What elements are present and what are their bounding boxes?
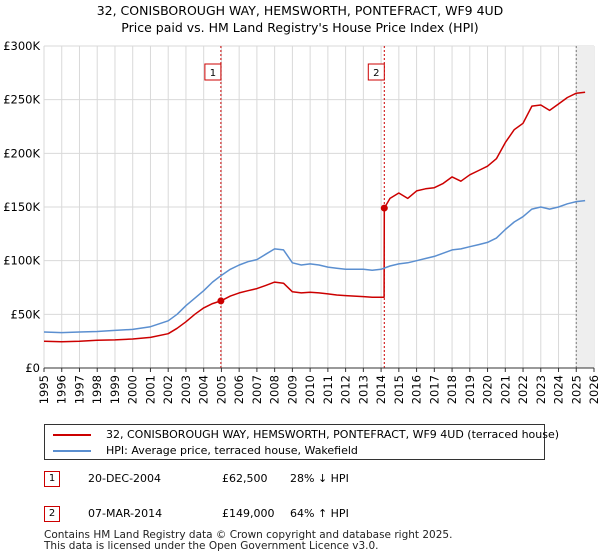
transaction-hpi-diff: 64% ↑ HPI: [290, 507, 349, 520]
x-tick-label: 2014: [374, 375, 388, 404]
x-tick-label: 2011: [321, 375, 335, 404]
x-tick-label: 2003: [179, 375, 193, 404]
sale-label-box: [367, 63, 385, 81]
x-tick-label: 2007: [250, 375, 264, 404]
y-tick-label: £100K: [3, 254, 40, 268]
chart-title: 32, CONISBOROUGH WAY, HEMSWORTH, PONTEFR…: [0, 2, 600, 36]
y-tick-label: £200K: [3, 146, 40, 160]
x-tick-label: 2022: [516, 375, 530, 404]
title-address: 32, CONISBOROUGH WAY, HEMSWORTH, PONTEFR…: [96, 3, 504, 18]
x-tick-label: 2020: [481, 375, 495, 404]
forecast-shade: [576, 46, 594, 368]
sale-label-box: [204, 63, 222, 81]
transaction-row: 2 07-MAR-2014 £149,000 64% ↑ HPI: [44, 506, 544, 526]
legend-label-hpi: HPI: Average price, terraced house, Wake…: [106, 444, 358, 457]
sale-point: [217, 297, 225, 305]
x-tick-label: 2000: [126, 375, 140, 404]
transaction-number-badge: 1: [44, 471, 60, 487]
x-tick-label: 2019: [463, 375, 477, 404]
y-tick-label: £300K: [3, 39, 40, 53]
x-tick-label: 2015: [392, 375, 406, 404]
x-tick-label: 2004: [197, 375, 211, 404]
x-tick-label: 2005: [214, 375, 228, 404]
footer-attribution: Contains HM Land Registry data © Crown c…: [44, 530, 452, 552]
x-tick-label: 2006: [232, 375, 246, 404]
x-tick-label: 2026: [587, 375, 600, 404]
transaction-date: 20-DEC-2004: [88, 472, 162, 485]
grid-layer: [43, 45, 595, 369]
series-layer: [43, 91, 586, 343]
sale-point: [380, 204, 388, 212]
y-tick-label: £150K: [3, 200, 40, 214]
x-tick-label: 2002: [161, 375, 175, 404]
transaction-price: £62,500: [222, 472, 268, 485]
x-tick-label: 1999: [108, 375, 122, 404]
transaction-date: 07-MAR-2014: [88, 507, 163, 520]
x-tick-label: 1996: [55, 375, 69, 404]
title-subtitle: Price paid vs. HM Land Registry's House …: [121, 20, 479, 35]
x-tick-label: 2008: [268, 375, 282, 404]
y-tick-label: £50K: [11, 307, 41, 321]
x-tick-label: 1997: [72, 375, 86, 404]
x-tick-label: 1998: [90, 375, 104, 404]
sale-label: 2: [373, 68, 379, 79]
x-tick-label: 1995: [37, 375, 51, 404]
legend-label-property: 32, CONISBOROUGH WAY, HEMSWORTH, PONTEFR…: [106, 428, 560, 441]
x-tick-label: 2013: [356, 375, 370, 404]
x-tick-label: 2010: [303, 375, 317, 404]
footer-licence: This data is licensed under the Open Gov…: [44, 540, 379, 552]
y-tick-label: £250K: [3, 93, 40, 107]
sale-label: 1: [210, 68, 216, 79]
x-tick-label: 2024: [552, 375, 566, 404]
x-tick-label: 2016: [410, 375, 424, 404]
x-tick-label: 2001: [143, 375, 157, 404]
hpi-line: [43, 199, 586, 334]
x-tick-label: 2012: [339, 375, 353, 404]
transaction-number-badge: 2: [44, 506, 60, 522]
property-price-line: [43, 91, 586, 343]
x-tick-label: 2021: [498, 375, 512, 404]
legend-swatch-hpi: [53, 450, 91, 452]
x-tick-label: 2025: [569, 375, 583, 404]
x-tick-label: 2023: [534, 375, 548, 404]
transaction-price: £149,000: [222, 507, 275, 520]
x-tick-label: 2009: [285, 375, 299, 404]
x-tick-label: 2017: [427, 375, 441, 404]
legend-swatch-property: [53, 434, 91, 436]
transaction-row: 1 20-DEC-2004 £62,500 28% ↓ HPI: [44, 471, 544, 491]
transaction-hpi-diff: 28% ↓ HPI: [290, 472, 349, 485]
shade-layer: [575, 46, 594, 368]
legend: 32, CONISBOROUGH WAY, HEMSWORTH, PONTEFR…: [44, 424, 559, 460]
x-tick-label: 2018: [445, 375, 459, 404]
y-tick-label: £0: [25, 361, 40, 375]
footer-copyright: Contains HM Land Registry data © Crown c…: [44, 529, 453, 541]
